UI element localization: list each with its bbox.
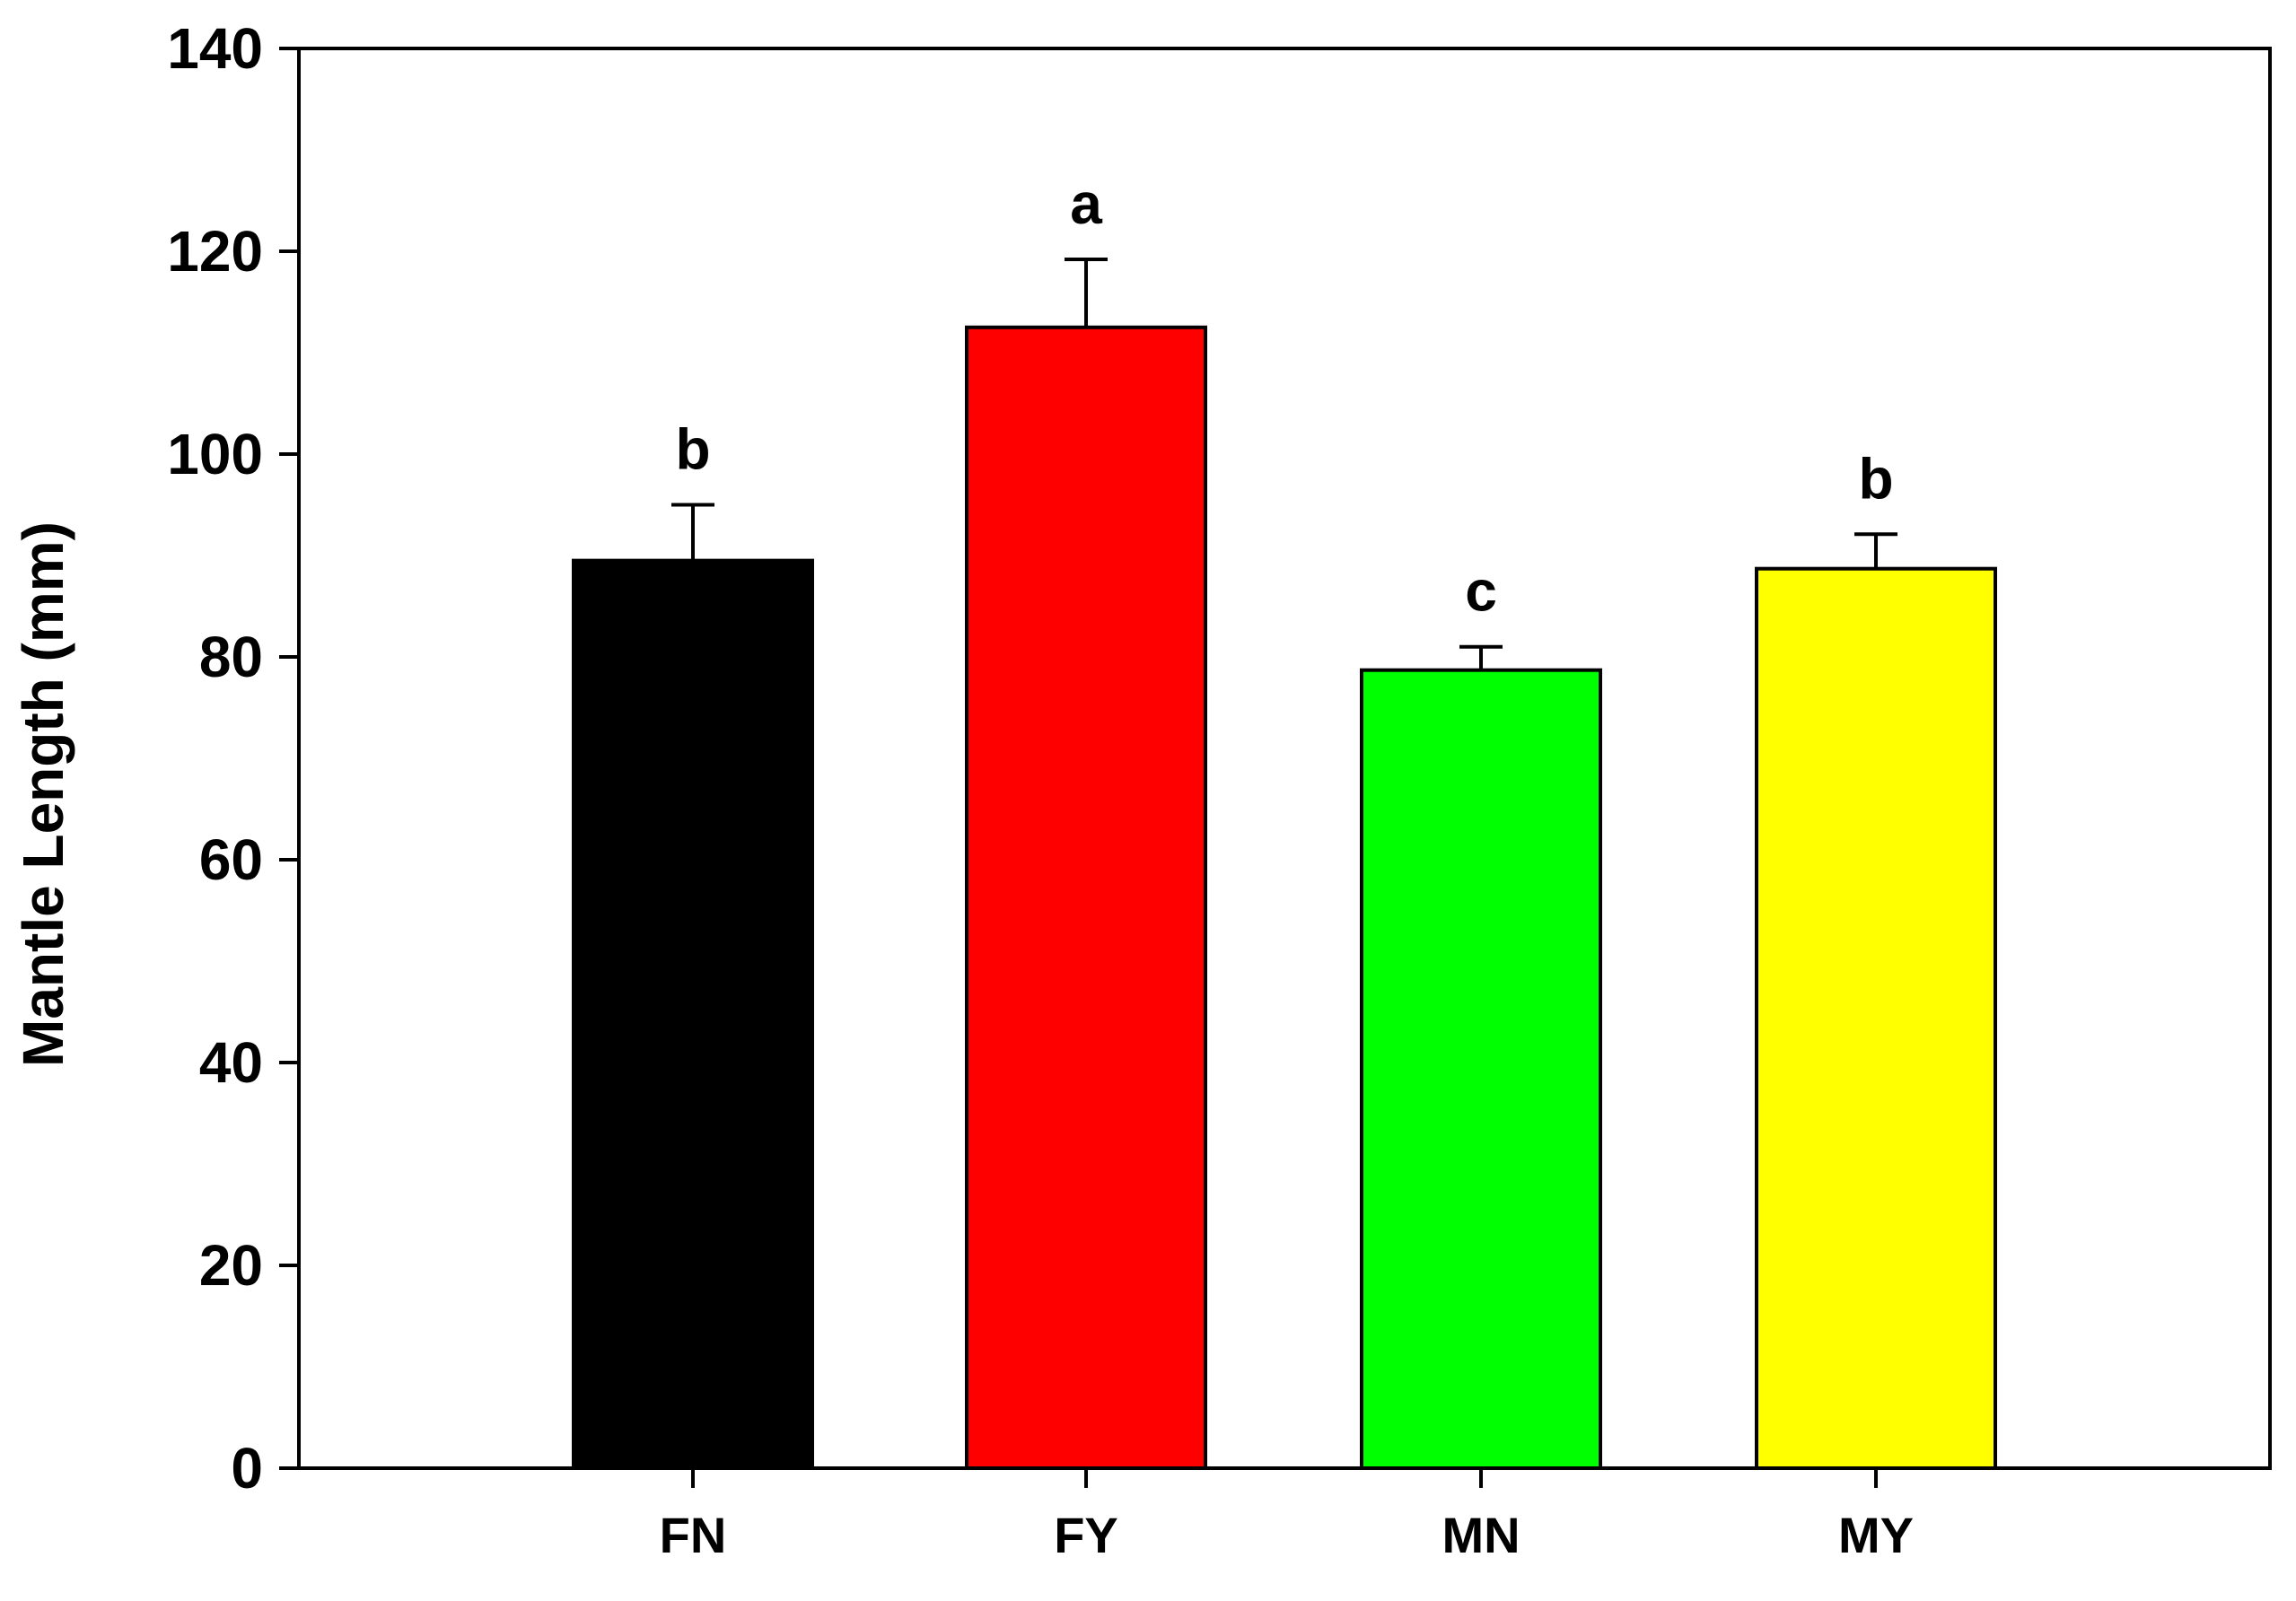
y-tick-label-80: 80 [199, 625, 263, 689]
bar-mn [1360, 668, 1602, 1470]
significance-letter-fy: a [1070, 171, 1102, 236]
x-category-label-mn: MN [1442, 1507, 1520, 1563]
significance-letter-mn: c [1465, 559, 1497, 624]
significance-letter-my: b [1858, 446, 1893, 511]
x-category-label-my: MY [1838, 1507, 1914, 1563]
bars [572, 325, 1997, 1470]
significance-letters: b a c b [675, 171, 1893, 624]
y-tick-label-120: 120 [167, 219, 263, 284]
y-tick-label-100: 100 [167, 422, 263, 486]
x-category-label-fn: FN [660, 1507, 727, 1563]
y-tick-label-20: 20 [199, 1233, 263, 1298]
bar-fn [572, 558, 814, 1470]
y-tick-label-140: 140 [167, 16, 263, 81]
x-category-label-fy: FY [1054, 1507, 1118, 1563]
x-axis-categories: FN FY MN MY [660, 1468, 1914, 1563]
y-tick-label-40: 40 [199, 1030, 263, 1095]
error-bars [671, 258, 1897, 670]
bar-my [1755, 566, 1997, 1470]
y-axis-ticks: 0 20 40 60 80 100 120 140 [167, 16, 299, 1500]
plot-frame [297, 47, 2272, 1470]
y-tick-label-0: 0 [231, 1436, 263, 1500]
significance-letter-fn: b [675, 417, 710, 482]
y-tick-label-60: 60 [199, 827, 263, 892]
y-axis-title: Mantle Length (mm) [11, 521, 75, 1067]
bar-fy [965, 325, 1207, 1470]
